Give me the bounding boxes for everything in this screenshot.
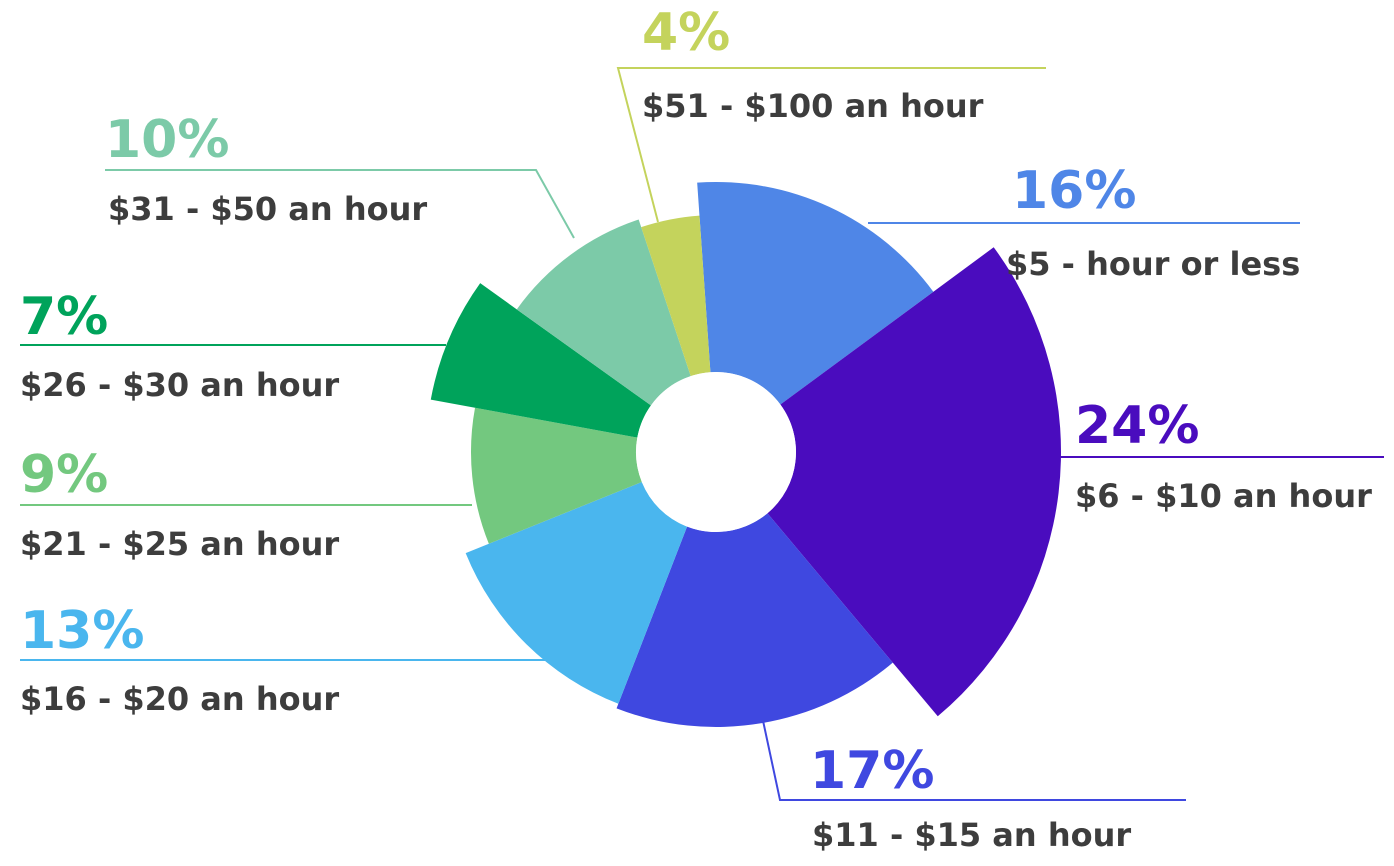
slice-category-label: $21 - $25 an hour — [20, 525, 339, 563]
leader-line — [616, 67, 1046, 223]
donut-hole — [636, 372, 796, 532]
slice-percent-label: 13% — [20, 601, 144, 661]
pie-slice — [470, 407, 642, 544]
slice-category-label: $6 - $10 an hour — [1075, 477, 1372, 515]
leader-lines — [20, 67, 1384, 801]
slice-category-label: $11 - $15 an hour — [812, 816, 1131, 854]
slice-percent-label: 7% — [20, 287, 108, 347]
labels: 16% $5 - hour or less 24% $6 - $10 an hour 1… — [20, 3, 1372, 854]
slice-category-label: $26 - $30 an hour — [20, 366, 339, 404]
pie-slice — [465, 481, 688, 704]
slice-percent-label: 24% — [1075, 396, 1199, 456]
pie-slice — [767, 247, 1061, 717]
slice-category-label: $51 - $100 an hour — [642, 87, 984, 125]
leader-line — [761, 715, 1186, 801]
slice-category-label: $16 - $20 an hour — [20, 680, 339, 718]
pie-slice — [616, 513, 893, 727]
pie-slice — [641, 215, 711, 377]
slices — [430, 181, 1061, 727]
leader-line — [105, 169, 575, 239]
pie-slice — [516, 219, 691, 406]
pie-slice — [430, 283, 651, 438]
slice-percent-label: 10% — [105, 110, 229, 170]
pie-slice — [697, 181, 934, 405]
slice-percent-label: 16% — [1012, 161, 1136, 221]
slice-category-label: $31 - $50 an hour — [108, 190, 427, 228]
slice-percent-label: 17% — [810, 741, 934, 801]
slice-percent-label: 9% — [20, 445, 108, 505]
slice-category-label: $5 - hour or less — [1006, 245, 1300, 283]
slice-percent-label: 4% — [642, 3, 730, 63]
